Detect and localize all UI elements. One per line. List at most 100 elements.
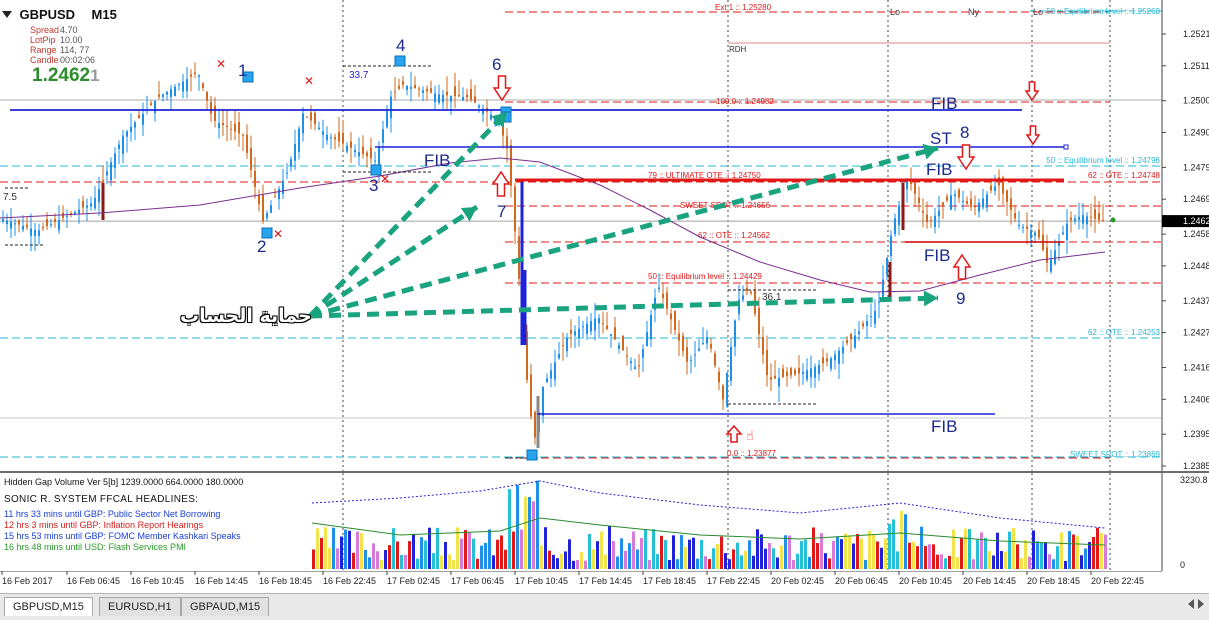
scroll-left-icon[interactable]: [1188, 599, 1194, 609]
candle-body: [922, 210, 924, 213]
candle-body: [1050, 259, 1052, 272]
candle-body: [582, 326, 584, 328]
info-value: 114, 77: [60, 45, 90, 55]
price-tick-label: 1.2385: [1183, 461, 1209, 471]
candle-body: [858, 331, 860, 334]
level-label: 62 :: OTE :: 1.24748: [1088, 171, 1161, 180]
volume-bar: [640, 537, 643, 569]
time-axis: 16 Feb 2017 16 Feb 06:45 16 Feb 10:45 16 Fe…: [0, 571, 1209, 593]
candle-body: [934, 215, 936, 228]
candle-body: [650, 314, 652, 340]
volume-bar: [804, 539, 807, 569]
time-tick-label: 17 Feb 10:45: [515, 576, 568, 586]
value-label: 36.1: [762, 292, 782, 303]
price-tick-label: 1.2469: [1183, 194, 1209, 204]
dropdown-triangle-icon[interactable]: [2, 11, 12, 19]
candle-body: [1054, 250, 1056, 264]
candle-body: [226, 125, 228, 128]
candle-body: [762, 336, 764, 355]
candle-body: [718, 371, 720, 383]
volume-bar: [664, 540, 667, 569]
candle-body: [126, 131, 128, 137]
volume-bar: [492, 555, 495, 569]
candle-body: [566, 337, 568, 352]
tab-gbpusd-m15[interactable]: GBPUSD,M15: [4, 597, 93, 616]
candle-body: [742, 295, 744, 300]
candle-body: [1078, 216, 1080, 220]
candle-body: [578, 328, 580, 338]
wave-label: 8: [960, 123, 969, 142]
level-label: 79 :: ULTIMATE OTE :: 1.24750: [648, 171, 761, 180]
volume-bar: [340, 536, 343, 569]
candle-body: [474, 96, 476, 103]
indicator-title: Hidden Gap Volume Ver 5[b] 1239.0000 664…: [4, 477, 244, 487]
candle-body: [262, 194, 264, 222]
tab-gbpaud-m15[interactable]: GBPAUD,M15: [181, 597, 270, 616]
candles: [2, 62, 1104, 448]
volume-bar: [788, 535, 791, 569]
candle-body: [414, 84, 416, 89]
scroll-right-icon[interactable]: [1198, 599, 1204, 609]
volume-bar: [684, 546, 687, 569]
volume-bar: [608, 526, 611, 569]
candle-body: [790, 368, 792, 376]
volume-bar: [472, 538, 475, 569]
volume-bar: [1004, 551, 1007, 569]
volume-bar: [592, 549, 595, 569]
arrow-up-icon: [491, 170, 511, 197]
candle-body: [130, 126, 132, 133]
level-label: SWEET SPOT :: 1.23869: [1070, 450, 1161, 459]
candle-body: [686, 347, 688, 362]
candle-body: [562, 345, 564, 347]
info-value: 00:02:06: [60, 55, 96, 65]
candle-body: [658, 287, 660, 289]
candle-body: [946, 196, 948, 201]
pane-separator[interactable]: [0, 471, 1209, 473]
volume-bar: [724, 553, 727, 569]
candle-body: [234, 123, 236, 132]
volume-bar: [900, 510, 903, 569]
time-tick-label: 20 Feb 14:45: [963, 576, 1016, 586]
volume-bar: [752, 555, 755, 569]
candle-body: [850, 334, 852, 340]
volume-bar: [888, 523, 891, 569]
volume-bar: [824, 553, 827, 569]
volume-bar: [412, 533, 415, 569]
candle-body: [6, 220, 8, 225]
volume-indicator[interactable]: 3230.8 0: [0, 473, 1209, 571]
level-label: 62 :: OTE :: 1.24253: [1088, 328, 1161, 337]
candle-body: [978, 202, 980, 212]
volume-bar: [376, 551, 379, 569]
candle-body: [170, 89, 172, 97]
volume-bar: [668, 559, 671, 569]
candle-body: [974, 206, 976, 208]
candle-body: [626, 355, 628, 357]
volume-bar: [572, 560, 575, 569]
volume-bar: [1076, 535, 1079, 569]
volume-bar: [688, 539, 691, 569]
candle-body: [674, 310, 676, 330]
candle-body: [110, 162, 112, 181]
candle-body: [358, 152, 360, 157]
tab-eurusd-h1[interactable]: EURUSD,H1: [99, 597, 181, 616]
candle-body: [634, 366, 636, 370]
volume-bar: [808, 556, 811, 569]
time-tick-label: 16 Feb 06:45: [67, 576, 120, 586]
candle-body: [430, 88, 432, 93]
candle-body: [86, 205, 88, 208]
wave-label: 7: [497, 202, 506, 221]
candle-body: [326, 134, 328, 141]
volume-bar: [516, 484, 519, 569]
level-label: 62 :: OTE :: 1.24562: [698, 231, 771, 240]
volume-bar: [432, 553, 435, 569]
candle-body: [918, 197, 920, 204]
arrow-head-icon: [923, 290, 938, 307]
arrow-down-icon: [956, 144, 976, 171]
volume-bar: [840, 539, 843, 569]
volume-bar: [760, 534, 763, 569]
volume-bar: [560, 553, 563, 569]
teal-dashed-arrow: [309, 145, 939, 319]
volume-bar: [1100, 533, 1103, 569]
volume-bar: [372, 543, 375, 569]
